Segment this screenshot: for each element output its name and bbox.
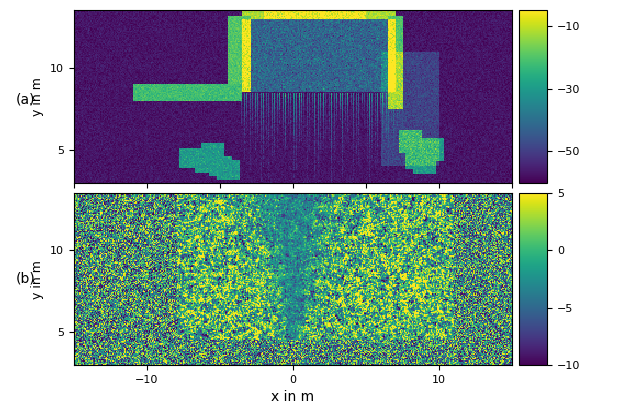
Text: (b): (b) bbox=[16, 271, 36, 285]
Y-axis label: y in m: y in m bbox=[31, 77, 44, 116]
Text: (a): (a) bbox=[16, 93, 35, 107]
X-axis label: x in m: x in m bbox=[271, 391, 314, 405]
Y-axis label: y in m: y in m bbox=[31, 260, 44, 298]
